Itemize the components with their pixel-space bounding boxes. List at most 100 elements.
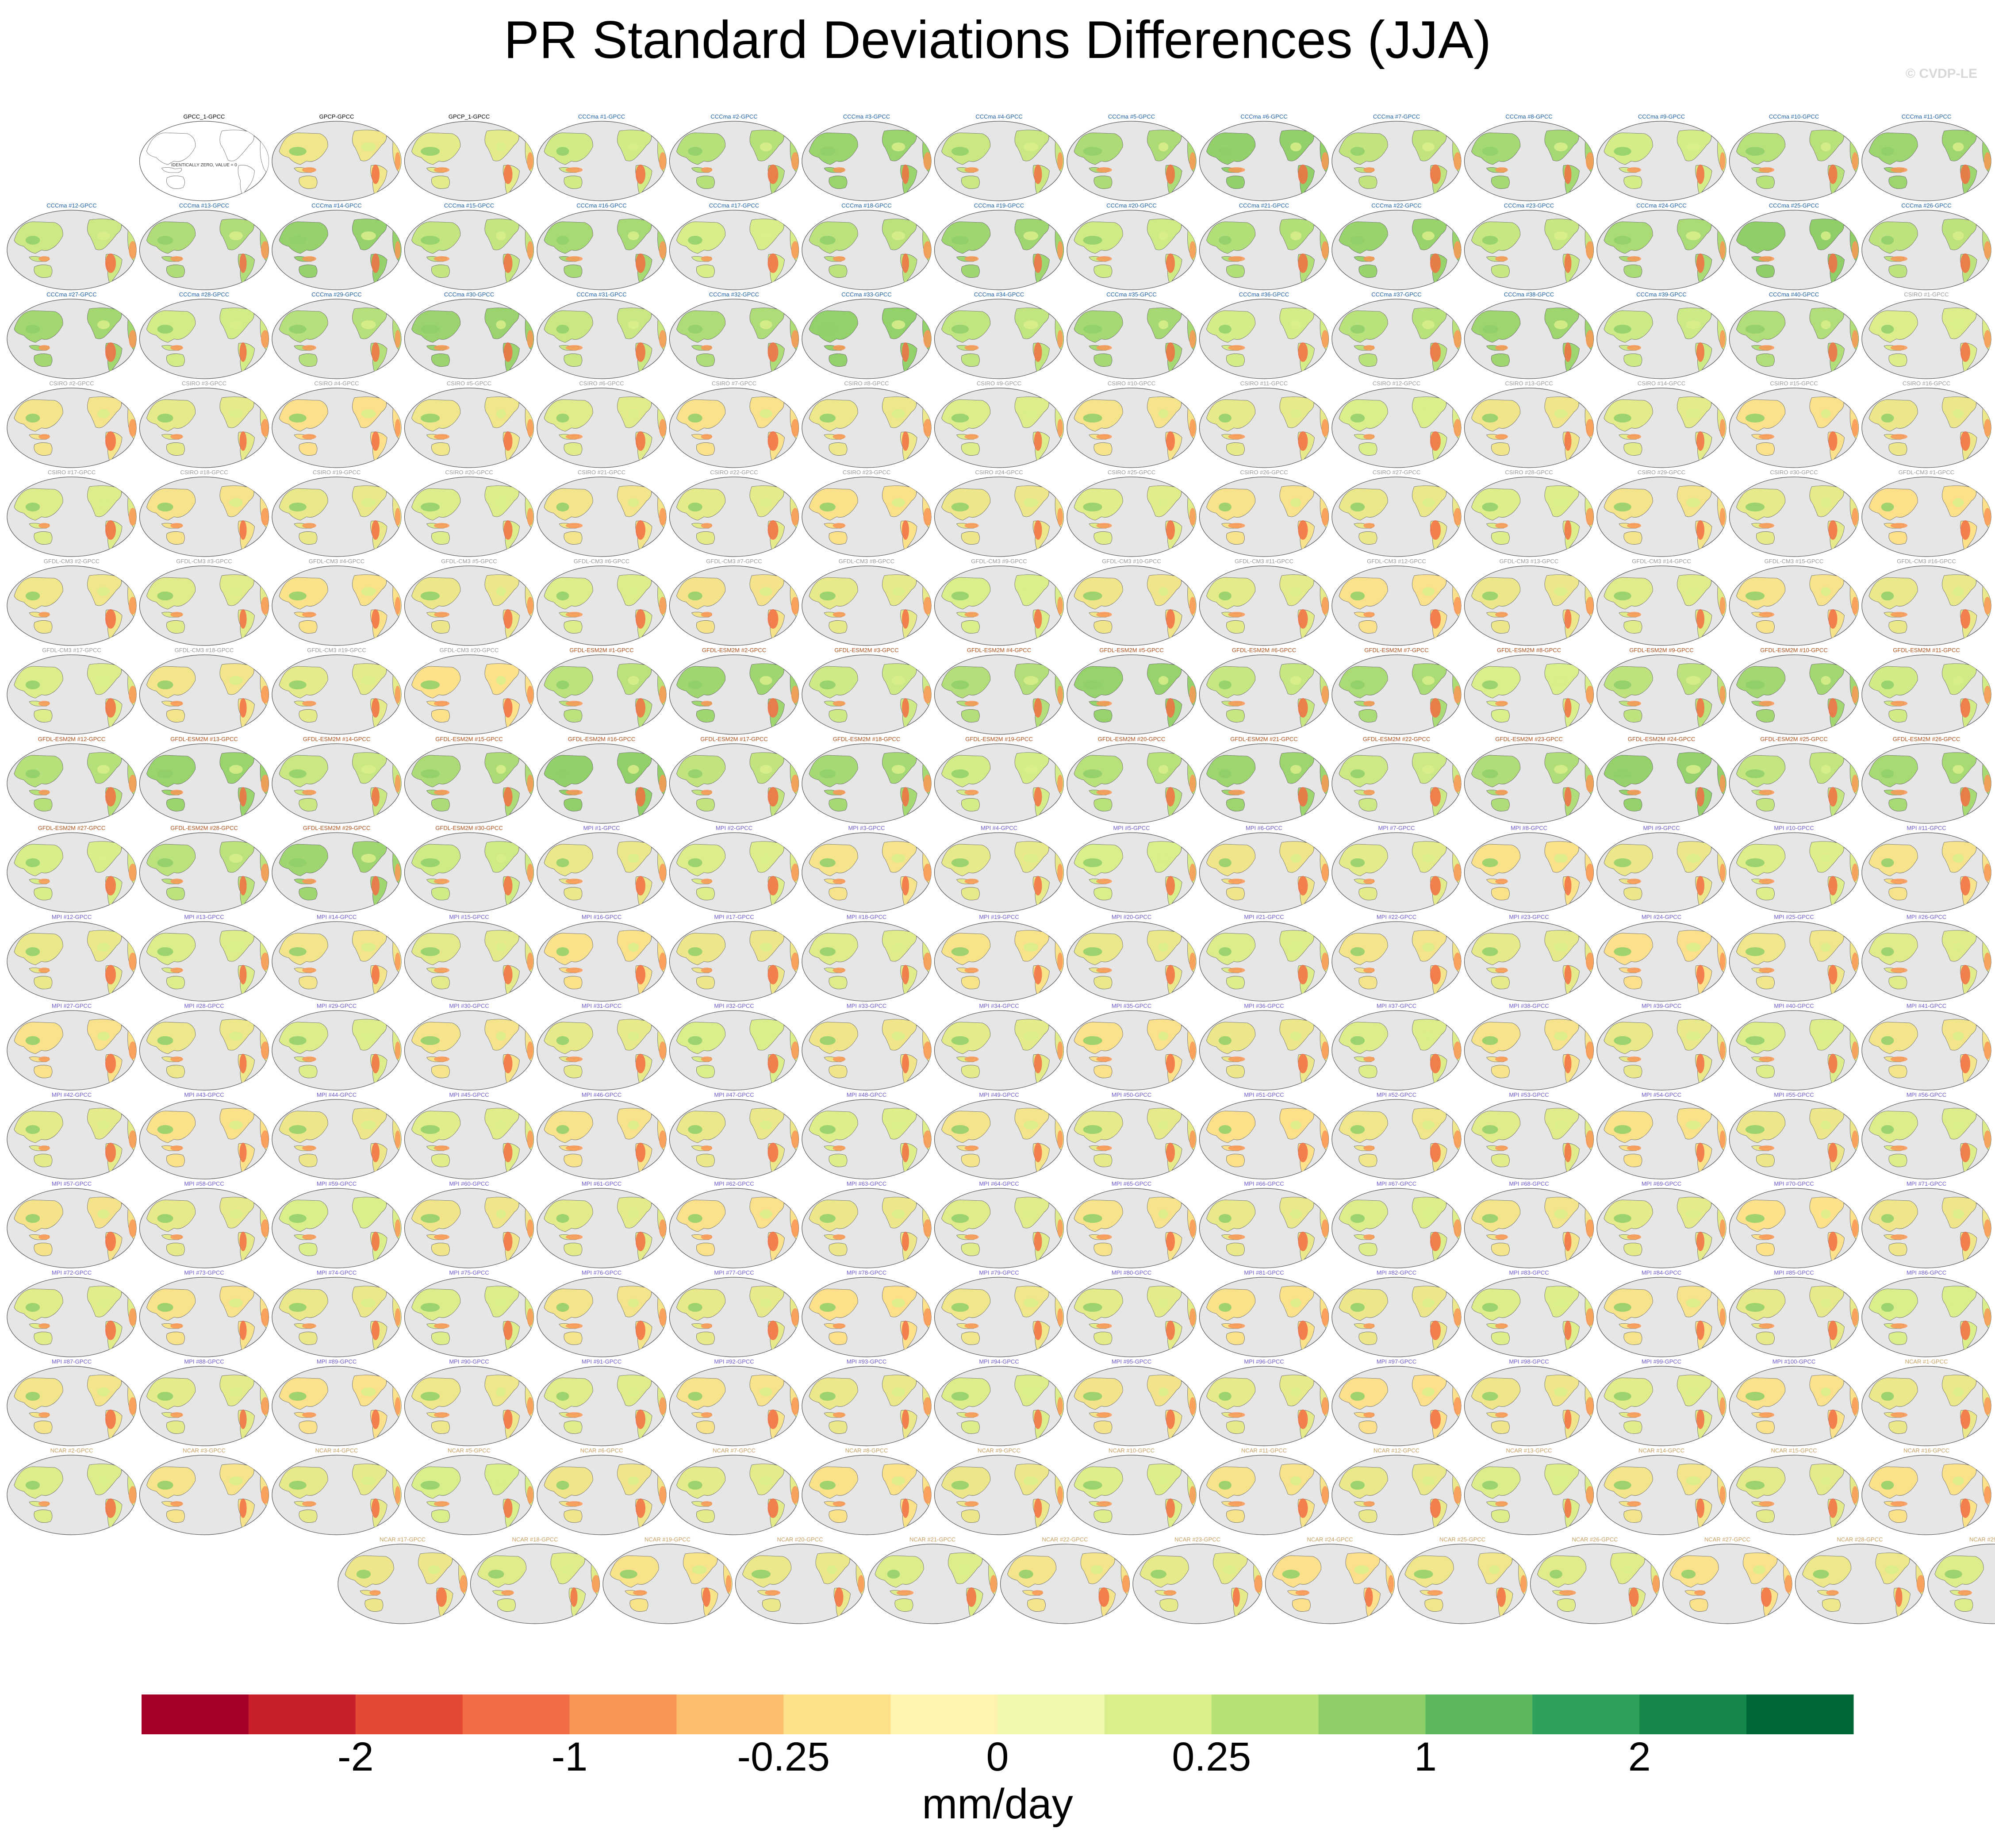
map-panel-label: MPI #84-GPCC: [1642, 1269, 1681, 1276]
map-land: [1206, 930, 1329, 995]
map-panel: GPCP-GPCC: [272, 113, 402, 201]
map-land: [1339, 396, 1461, 462]
map-panel-label: MPI #57-GPCC: [52, 1180, 92, 1187]
map-land: [279, 219, 401, 284]
map-panel: NCAR #19-GPCC: [602, 1536, 733, 1624]
map-panel-label: MPI #9-GPCC: [1643, 825, 1680, 831]
map-panel: MPI #82-GPCC: [1331, 1269, 1462, 1357]
map-panel: GFDL-ESM2M #1-GPCC: [537, 647, 667, 735]
map-land: [1868, 1197, 1991, 1262]
map-land: [1339, 574, 1461, 640]
map-land: [1471, 307, 1594, 373]
map-panel: GFDL-ESM2M #29-GPCC: [272, 825, 402, 913]
map-panel: CCCma #40-GPCC: [1729, 291, 1859, 379]
map-panel-label: CSIRO #14-GPCC: [1638, 380, 1685, 387]
map-land: [1074, 752, 1196, 818]
map-land: [14, 841, 136, 907]
map-land: [676, 1464, 799, 1529]
map-panel-label: MPI #31-GPCC: [582, 1003, 622, 1009]
map-land: [14, 1286, 136, 1351]
map-panel-label: CCCma #6-GPCC: [1240, 113, 1287, 120]
map-panel-label: MPI #65-GPCC: [1112, 1180, 1151, 1187]
map-panel-label: GFDL-ESM2M #18-GPCC: [833, 736, 900, 742]
map-panel: GFDL-CM3 #15-GPCC: [1729, 558, 1859, 646]
map-panel-label: MPI #27-GPCC: [52, 1003, 92, 1009]
map-panel: NCAR #2-GPCC: [7, 1447, 137, 1535]
map-panel-label: GFDL-ESM2M #11-GPCC: [1893, 647, 1960, 653]
map-land: [14, 1108, 136, 1173]
map-panel-label: GFDL-ESM2M #2-GPCC: [702, 647, 766, 653]
map-panel: CCCma #4-GPCC: [934, 113, 1064, 201]
map-panel: CCCma #36-GPCC: [1199, 291, 1329, 379]
map-land: [1736, 930, 1859, 995]
map-panel-label: NCAR #8-GPCC: [845, 1447, 888, 1454]
map-panel-label: MPI #2-GPCC: [716, 825, 752, 831]
map-panel: GFDL-ESM2M #25-GPCC: [1729, 736, 1859, 824]
map-panel: GFDL-CM3 #10-GPCC: [1067, 558, 1197, 646]
map-land: [279, 663, 401, 729]
map-panel-label: MPI #72-GPCC: [52, 1269, 92, 1276]
map-land: [1339, 1019, 1461, 1084]
map-land: [1868, 396, 1991, 462]
map-panel-label: CSIRO #27-GPCC: [1373, 469, 1420, 476]
map-panel: CCCma #22-GPCC: [1331, 202, 1462, 290]
map-panel: GFDL-CM3 #19-GPCC: [272, 647, 402, 735]
map-panel-label: MPI #20-GPCC: [1112, 914, 1151, 920]
map-land: [1206, 219, 1329, 284]
map-panel: MPI #54-GPCC: [1596, 1091, 1726, 1179]
map-panel: NCAR #6-GPCC: [537, 1447, 667, 1535]
colorbar-box: [1211, 1694, 1319, 1734]
map-panel: MPI #98-GPCC: [1464, 1358, 1594, 1446]
map-panel-label: GFDL-CM3 #20-GPCC: [440, 647, 499, 653]
map-panel: MPI #61-GPCC: [537, 1180, 667, 1268]
map-panel-label: MPI #8-GPCC: [1511, 825, 1547, 831]
map-panel: MPI #68-GPCC: [1464, 1180, 1594, 1268]
map-land: [1736, 1464, 1859, 1529]
map-panel-label: CCCma #37-GPCC: [1371, 291, 1421, 298]
map-panel: CSIRO #29-GPCC: [1596, 469, 1726, 557]
map-panel-label: MPI #33-GPCC: [847, 1003, 886, 1009]
map-land: [1074, 130, 1196, 195]
colorbar-tick-label: -2: [338, 1734, 374, 1779]
map-panel: MPI #67-GPCC: [1331, 1180, 1462, 1268]
map-panel-label: GFDL-ESM2M #20-GPCC: [1098, 736, 1165, 742]
map-panel: MPI #18-GPCC: [802, 914, 932, 1002]
map-panel: GFDL-ESM2M #27-GPCC: [7, 825, 137, 913]
map-panel: NCAR #7-GPCC: [669, 1447, 799, 1535]
map-panel-label: NCAR #27-GPCC: [1704, 1536, 1750, 1543]
map-panel-label: CSIRO #15-GPCC: [1770, 380, 1818, 387]
map-land: [1074, 1464, 1196, 1529]
map-land: [279, 130, 401, 195]
map-land: [676, 396, 799, 462]
map-land: [1074, 574, 1196, 640]
map-land: [411, 930, 534, 995]
map-panel: GFDL-CM3 #17-GPCC: [7, 647, 137, 735]
map-panel: GFDL-ESM2M #21-GPCC: [1199, 736, 1329, 824]
map-land: [1604, 485, 1726, 551]
map-land: [1604, 1286, 1726, 1351]
map-panel: MPI #90-GPCC: [404, 1358, 534, 1446]
map-panel: MPI #99-GPCC: [1596, 1358, 1726, 1446]
map-panel-label: MPI #7-GPCC: [1378, 825, 1415, 831]
map-land: [676, 663, 799, 729]
map-panel: GFDL-CM3 #20-GPCC: [404, 647, 534, 735]
map-panel: NCAR #18-GPCC: [470, 1536, 600, 1624]
chart-title: PR Standard Deviations Differences (JJA): [503, 10, 1492, 69]
map-land: [146, 1019, 269, 1084]
map-land: [1206, 574, 1329, 640]
map-land: [411, 1375, 534, 1440]
map-panel-label: MPI #37-GPCC: [1377, 1003, 1416, 1009]
colorbar: -2 -1 -0.25 0 0.25 1 2 mm/day: [142, 1694, 1854, 1828]
map-panel-label: MPI #58-GPCC: [184, 1180, 224, 1187]
map-land: [544, 1019, 666, 1084]
map-panel-label: MPI #18-GPCC: [847, 914, 886, 920]
map-land: [1074, 485, 1196, 551]
map-panel-label: MPI #67-GPCC: [1377, 1180, 1416, 1187]
map-land: [14, 1375, 136, 1440]
map-panel-label: CCCma #28-GPCC: [179, 291, 229, 298]
map-panel-label: MPI #10-GPCC: [1774, 825, 1814, 831]
map-panel-label: GFDL-ESM2M #27-GPCC: [38, 825, 105, 831]
map-land: [809, 1019, 931, 1084]
map-panel-label: CSIRO #8-GPCC: [844, 380, 889, 387]
map-land: [146, 663, 269, 729]
